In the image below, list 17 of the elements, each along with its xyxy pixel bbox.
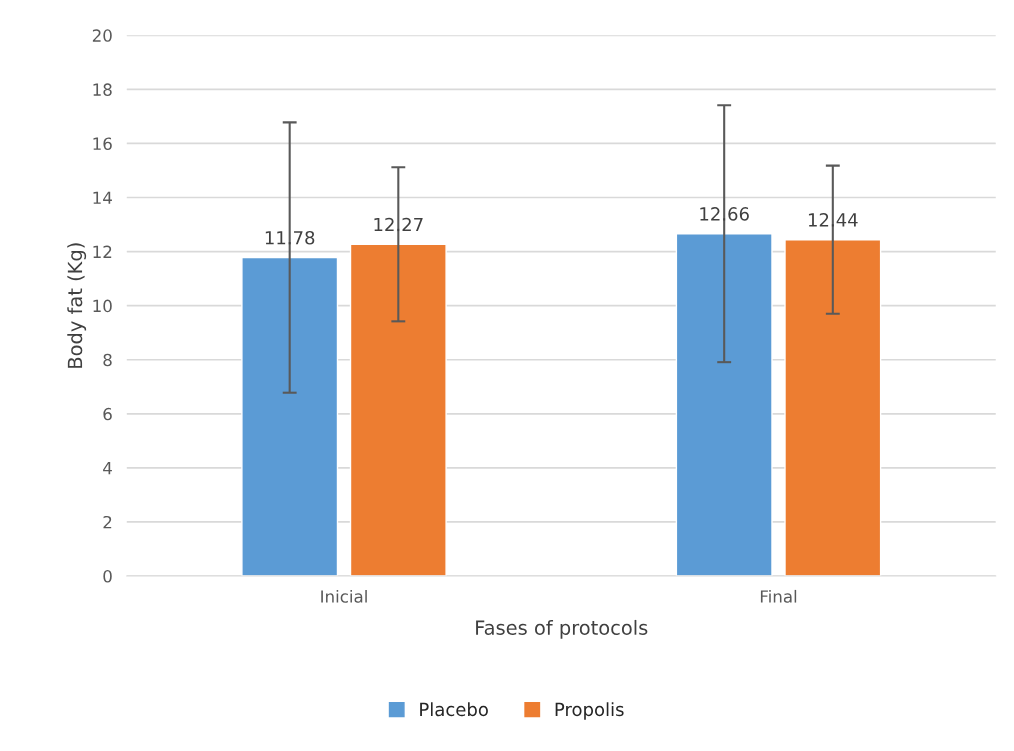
y-axis-title: Body fat (Kg) [67,243,87,368]
y-tick-label: 8 [103,353,112,367]
x-tick-label: Inicial [321,589,367,603]
y-tick-label: 10 [93,299,112,313]
legend-label: Propolis [555,702,624,720]
y-tick-label: 6 [103,407,112,421]
y-tick-label: 4 [103,462,112,475]
y-tick-label: 20 [92,29,112,42]
x-axis-title: Fases of protocols [476,619,648,639]
legend-label: Placebo [420,702,488,717]
y-tick-label: 16 [93,137,112,151]
y-tick-label: 14 [93,191,112,204]
y-tick-label: 18 [93,83,112,96]
y-tick-label: 0 [103,569,112,583]
y-tick-label: 12 [93,245,112,258]
y-tick-label: 2 [103,515,112,529]
x-tick-label: Final [760,589,797,603]
